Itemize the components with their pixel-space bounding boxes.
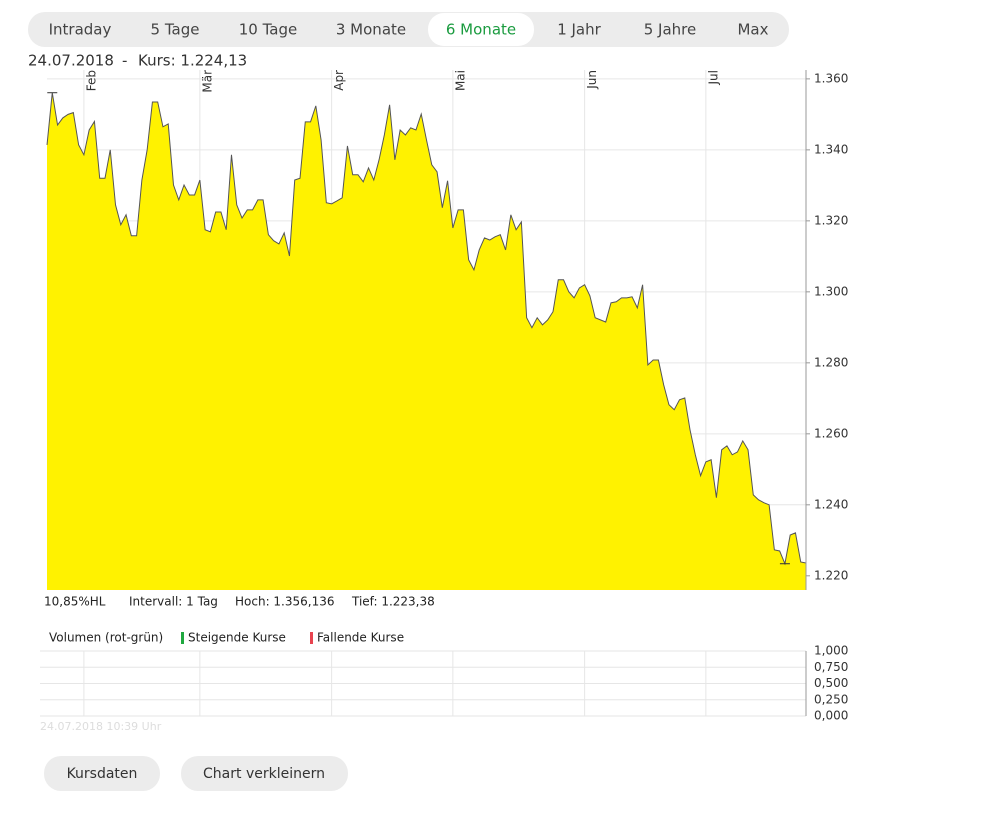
y-tick-label: 1.300 [814,284,848,298]
tab[interactable]: 10 Tage [239,21,297,39]
button-label[interactable]: Chart verkleinern [203,766,325,782]
y-tick-label: 1.360 [814,71,848,85]
legend-label: Fallende Kurse [317,631,404,645]
y-tick-label: 1.220 [814,568,848,582]
tab[interactable]: 5 Jahre [644,21,697,39]
chart-title: Volumen (rot-grün) [49,631,163,645]
tab[interactable]: 6 Monate [446,21,516,39]
stat: Tief: 1.223,38 [351,595,435,609]
tab[interactable]: Max [737,21,768,39]
stat: Intervall: 1 Tag [129,595,218,609]
tab[interactable]: Intraday [49,21,112,39]
legend-label: Steigende Kurse [188,631,286,645]
tab-bar [28,12,789,47]
x-tick-label: Feb [84,70,98,91]
quote-separator: - [122,52,127,70]
x-tick-label: Mär [200,70,214,93]
y-tick-label: 1.260 [814,426,848,440]
legend-swatch [181,632,184,644]
legend-swatch [310,632,313,644]
quote-price: Kurs: 1.224,13 [138,52,247,70]
tab[interactable]: 3 Monate [336,21,406,39]
y-tick-label: 1.340 [814,142,848,156]
y-tick-label: 1,000 [814,644,848,658]
y-tick-label: 0,000 [814,709,848,723]
stat: 10,85%HL [44,595,106,609]
y-tick-label: 0,750 [814,660,848,674]
x-tick-label: Apr [332,70,346,91]
tab[interactable]: 1 Jahr [557,21,601,39]
y-tick-label: 1.280 [814,355,848,369]
timestamp: 24.07.2018 10:39 Uhr [40,720,162,733]
quote-date: 24.07.2018 [28,52,114,70]
x-tick-label: Jun [585,70,599,90]
y-tick-label: 0,250 [814,692,848,706]
active-tab[interactable] [428,13,534,46]
y-tick-label: 1.240 [814,497,848,511]
tab[interactable]: 5 Tage [151,21,200,39]
x-tick-label: Mai [453,70,467,91]
y-tick-label: 1.320 [814,213,848,227]
button[interactable] [181,756,348,791]
area [47,92,806,590]
y-tick-label: 0,500 [814,676,848,690]
button[interactable] [44,756,160,791]
x-tick-label: Jul [706,70,720,85]
button-label[interactable]: Kursdaten [67,766,138,782]
line [46,92,807,566]
stat: Hoch: 1.356,136 [235,595,335,609]
